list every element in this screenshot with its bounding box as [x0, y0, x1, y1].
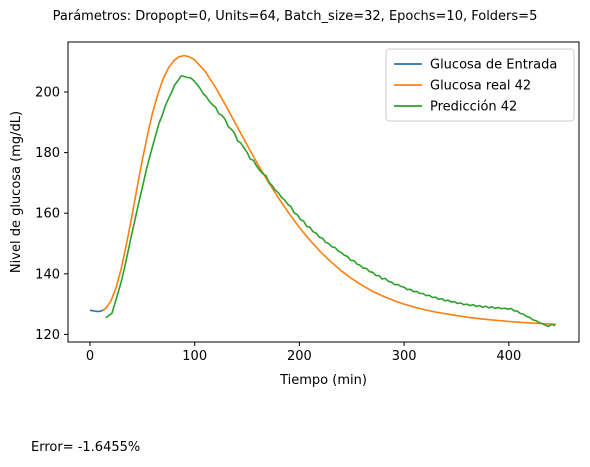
x-tick-label: 0 [86, 349, 94, 364]
x-tick-label: 200 [287, 349, 312, 364]
x-tick-label: 300 [392, 349, 417, 364]
plot-lines [89, 54, 557, 328]
x-tick-label: 400 [496, 349, 521, 364]
axes-frame [67, 41, 580, 343]
figure-title: Parámetros: Dropopt=0, Units=64, Batch_s… [52, 9, 538, 24]
y-tick-label: 140 [35, 267, 60, 282]
legend-label: Predicción 42 [430, 100, 517, 115]
x-axis-label: Tiempo (min) [279, 373, 367, 388]
x-axis-ticks: 0 100 200 300 400 [86, 342, 521, 364]
y-tick-label: 120 [35, 328, 60, 343]
legend-box [385, 48, 575, 122]
y-tick-label: 160 [35, 207, 60, 222]
series-line-3 [105, 75, 556, 328]
x-tick-label: 100 [182, 349, 207, 364]
y-axis-label: Nivel de glucosa (mg/dL) [9, 111, 24, 273]
y-axis-ticks: 120 140 160 180 200 [35, 86, 68, 343]
y-tick-label: 200 [35, 86, 60, 101]
y-tick-label: 180 [35, 146, 60, 161]
legend-label: Glucosa de Entrada [430, 58, 557, 73]
legend: Glucosa de Entrada Glucosa real 42 Predicc… [385, 48, 575, 122]
error-note: Error= -1.6455% [31, 440, 141, 455]
series-line-2 [102, 54, 557, 326]
legend-label: Glucosa real 42 [430, 79, 531, 94]
